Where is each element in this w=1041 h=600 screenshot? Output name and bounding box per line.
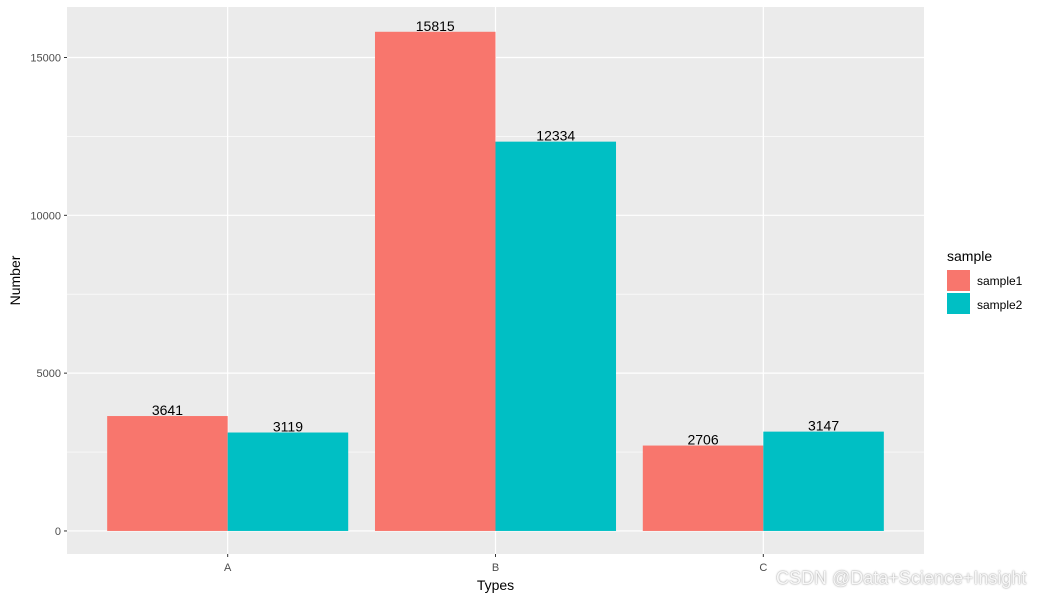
x-tick-label: C xyxy=(759,562,767,574)
legend-label-sample2: sample2 xyxy=(977,298,1023,312)
data-label-sample1-B: 15815 xyxy=(416,18,455,34)
bar-sample2-B xyxy=(495,141,617,531)
y-tick-label: 5000 xyxy=(37,368,61,380)
legend-key-sample2 xyxy=(947,293,970,314)
x-tick-label: A xyxy=(224,562,232,574)
y-tick-label: 0 xyxy=(55,526,61,538)
data-label-sample1-C: 2706 xyxy=(687,432,718,448)
bars-layer xyxy=(107,31,884,531)
data-label-sample2-A: 3119 xyxy=(273,419,303,435)
y-tick-label: 15000 xyxy=(30,53,61,65)
legend-label-sample1: sample1 xyxy=(977,274,1023,288)
x-axis: A B C xyxy=(224,554,767,574)
y-axis: 0 5000 10000 15000 xyxy=(30,53,67,538)
data-labels-layer: 3641 15815 2706 3119 12334 3147 xyxy=(152,18,839,448)
data-label-sample2-B: 12334 xyxy=(536,128,575,144)
legend: sample sample1 sample2 xyxy=(947,248,1023,314)
x-tick-label: B xyxy=(492,562,499,574)
bar-sample1-B xyxy=(374,31,496,531)
legend-key-sample1 xyxy=(947,270,970,291)
data-label-sample2-C: 3147 xyxy=(808,418,839,434)
y-tick-label: 10000 xyxy=(30,210,61,222)
bar-sample2-A xyxy=(227,432,349,531)
watermark: CSDN @Data+Science+Insight xyxy=(776,568,1027,588)
bar-sample1-C xyxy=(642,445,764,531)
legend-title: sample xyxy=(947,248,992,264)
y-axis-title: Number xyxy=(7,255,23,305)
data-label-sample1-A: 3641 xyxy=(152,402,183,418)
bar-sample1-A xyxy=(107,416,228,531)
bar-sample2-C xyxy=(763,431,884,531)
x-axis-title: Types xyxy=(477,577,514,593)
